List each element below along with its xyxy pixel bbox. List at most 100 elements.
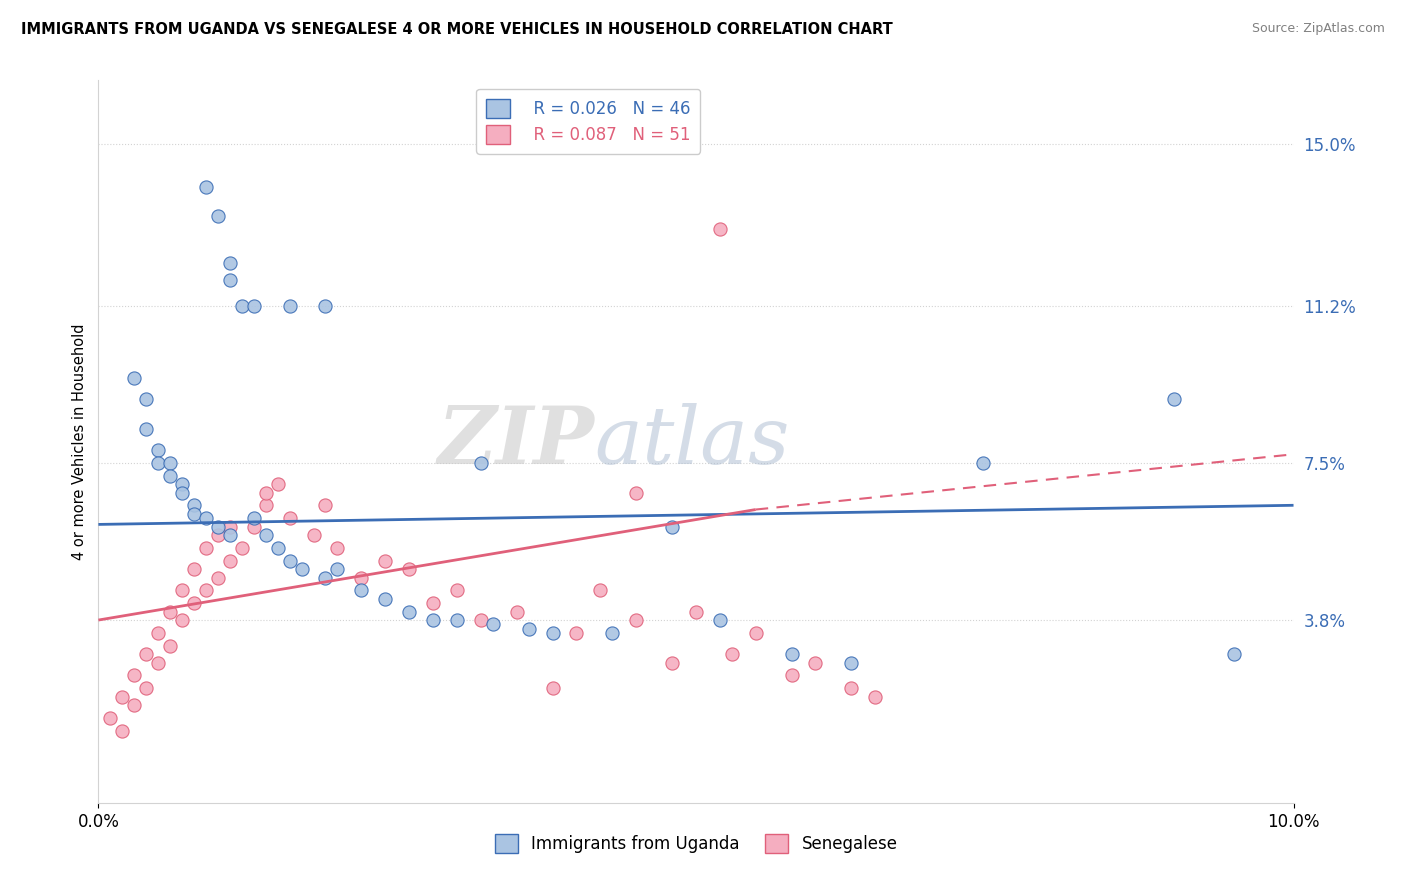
Point	[326, 541, 349, 555]
Point	[398, 562, 420, 576]
Point	[159, 639, 181, 653]
Point	[219, 553, 242, 567]
Point	[315, 498, 337, 512]
Point	[207, 570, 229, 584]
Point	[685, 605, 707, 619]
Point	[135, 422, 157, 436]
Point	[183, 507, 205, 521]
Point	[841, 656, 863, 670]
Point	[195, 583, 218, 598]
Point	[172, 613, 194, 627]
Point	[278, 511, 301, 525]
Point	[470, 456, 492, 470]
Point	[195, 511, 218, 525]
Text: atlas: atlas	[595, 403, 790, 480]
Point	[374, 591, 396, 606]
Point	[1163, 392, 1185, 406]
Point	[745, 625, 768, 640]
Point	[195, 179, 218, 194]
Point	[254, 498, 277, 512]
Point	[219, 256, 242, 270]
Point	[243, 519, 266, 533]
Point	[350, 583, 373, 598]
Point	[219, 519, 242, 533]
Point	[267, 477, 290, 491]
Point	[398, 605, 420, 619]
Point	[243, 299, 266, 313]
Point	[661, 656, 683, 670]
Point	[589, 583, 612, 598]
Point	[291, 562, 314, 576]
Point	[709, 222, 731, 236]
Point	[183, 596, 205, 610]
Point	[278, 299, 301, 313]
Point	[422, 596, 444, 610]
Point	[865, 690, 887, 704]
Point	[111, 690, 134, 704]
Point	[315, 299, 337, 313]
Point	[207, 209, 229, 223]
Point	[315, 570, 337, 584]
Point	[780, 647, 803, 661]
Point	[219, 273, 242, 287]
Point	[159, 605, 181, 619]
Point	[709, 613, 731, 627]
Point	[350, 570, 373, 584]
Point	[124, 371, 146, 385]
Point	[326, 562, 349, 576]
Point	[243, 511, 266, 525]
Point	[1223, 647, 1246, 661]
Point	[207, 519, 229, 533]
Point	[148, 443, 170, 458]
Point	[506, 605, 529, 619]
Point	[267, 541, 290, 555]
Point	[148, 456, 170, 470]
Point	[219, 528, 242, 542]
Point	[254, 485, 277, 500]
Text: ZIP: ZIP	[437, 403, 595, 480]
Point	[148, 625, 170, 640]
Point	[541, 625, 564, 640]
Y-axis label: 4 or more Vehicles in Household: 4 or more Vehicles in Household	[72, 323, 87, 560]
Legend: Immigrants from Uganda, Senegalese: Immigrants from Uganda, Senegalese	[488, 827, 904, 860]
Point	[517, 622, 540, 636]
Point	[626, 613, 648, 627]
Point	[135, 681, 157, 695]
Point	[626, 485, 648, 500]
Point	[231, 299, 253, 313]
Text: Source: ZipAtlas.com: Source: ZipAtlas.com	[1251, 22, 1385, 36]
Point	[124, 698, 146, 712]
Point	[804, 656, 827, 670]
Point	[602, 625, 624, 640]
Point	[374, 553, 396, 567]
Point	[254, 528, 277, 542]
Point	[111, 723, 134, 738]
Point	[565, 625, 588, 640]
Point	[172, 583, 194, 598]
Point	[972, 456, 994, 470]
Point	[98, 711, 122, 725]
Point	[780, 668, 803, 682]
Point	[482, 617, 505, 632]
Point	[302, 528, 325, 542]
Point	[446, 583, 468, 598]
Point	[183, 562, 205, 576]
Point	[135, 392, 157, 406]
Point	[159, 468, 181, 483]
Point	[172, 477, 194, 491]
Point	[541, 681, 564, 695]
Point	[446, 613, 468, 627]
Point	[721, 647, 744, 661]
Text: IMMIGRANTS FROM UGANDA VS SENEGALESE 4 OR MORE VEHICLES IN HOUSEHOLD CORRELATION: IMMIGRANTS FROM UGANDA VS SENEGALESE 4 O…	[21, 22, 893, 37]
Point	[195, 541, 218, 555]
Point	[661, 519, 683, 533]
Point	[841, 681, 863, 695]
Point	[278, 553, 301, 567]
Point	[422, 613, 444, 627]
Point	[470, 613, 492, 627]
Point	[183, 498, 205, 512]
Point	[207, 528, 229, 542]
Point	[231, 541, 253, 555]
Point	[172, 485, 194, 500]
Point	[124, 668, 146, 682]
